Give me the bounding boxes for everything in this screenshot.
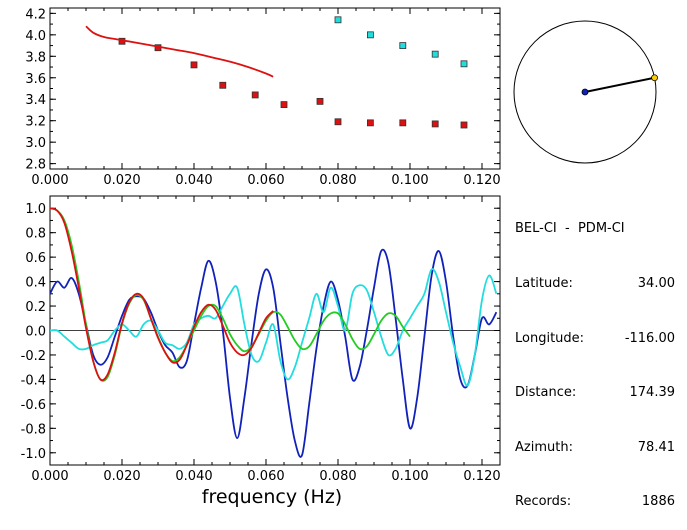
x-tick-label: 0.040: [175, 173, 212, 188]
y-tick-label: 0.2: [25, 300, 46, 315]
x-tick-label: 0.020: [103, 173, 140, 188]
series-line: [50, 207, 411, 382]
info-row-distance: Distance: 174.39: [515, 385, 675, 401]
data-point-square: [190, 61, 198, 69]
x-tick-label: 0.060: [247, 173, 284, 188]
y-tick-label: -0.6: [21, 398, 46, 413]
data-point-square: [334, 16, 342, 24]
figure: 0.000 0.020 0.040 0.060 0.080 0.100 0.120 2.8 3.…: [21, 7, 658, 508]
series-line: [50, 268, 498, 387]
data-point-square: [460, 121, 468, 129]
data-point-square: [316, 97, 324, 105]
y-tick-label: 4.2: [25, 7, 46, 22]
data-point-square: [431, 120, 439, 128]
info-row-latitude: Latitude: 34.00: [515, 276, 675, 292]
plot-frame: [49, 7, 501, 170]
azimuth-end-dot: [651, 74, 658, 82]
y-tick-label: 3.4: [25, 93, 46, 108]
info-row-longitude: Longitude: -116.00: [515, 330, 675, 346]
data-point-square: [366, 119, 374, 127]
y-tick-label: 3.0: [25, 136, 46, 151]
center-dot: [581, 88, 589, 96]
plot-content: [85, 16, 468, 129]
y-tick-label: 2.8: [25, 158, 46, 173]
data-point-square: [334, 118, 342, 126]
y-tick-label: 4.0: [25, 29, 46, 44]
data-point-square: [431, 50, 439, 58]
y-tick-label: -1.0: [21, 447, 46, 462]
x-tick-label: 0.060: [247, 469, 284, 484]
y-tick-label: -0.2: [21, 349, 46, 364]
series-line: [85, 25, 274, 78]
series-line: [50, 207, 274, 382]
info-row-azimuth: Azimuth: 78.41: [515, 439, 675, 455]
info-row-records: Records: 1886: [515, 494, 675, 510]
data-point-square: [399, 119, 407, 127]
azimuth-compass: [513, 20, 658, 164]
x-tick-label: 0.100: [391, 173, 428, 188]
x-tick-label: 0.120: [463, 469, 500, 484]
compass-circle: [513, 20, 657, 164]
x-tick-label: 0.000: [31, 173, 68, 188]
y-tick-label: 0.0: [25, 325, 46, 340]
data-point-square: [280, 101, 288, 108]
x-tick-label: 0.120: [463, 173, 500, 188]
station-info-panel: BEL-CI - PDM-CI Latitude: 34.00 Longitude…: [515, 184, 675, 530]
top-dispersion-plot: 0.000 0.020 0.040 0.060 0.080 0.100 0.120 2.8 3.…: [25, 7, 500, 188]
data-point-square: [399, 42, 407, 49]
y-tick-label: -0.8: [21, 422, 46, 437]
x-tick-label: 0.040: [175, 469, 212, 484]
plot-content: [50, 207, 498, 458]
bottom-correlation-plot: 0.000 0.020 0.040 0.060 0.080 0.100 0.120 1.0 0.…: [21, 195, 501, 484]
x-axis-title: frequency (Hz): [202, 486, 342, 508]
series-line: [50, 248, 498, 458]
y-tick-label: 3.8: [25, 50, 46, 65]
data-point-square: [251, 91, 259, 99]
x-tick-label: 0.000: [31, 469, 68, 484]
y-tick-label: 0.6: [25, 251, 46, 266]
x-tick-label: 0.100: [391, 469, 428, 484]
x-tick-label: 0.080: [319, 469, 356, 484]
data-point-square: [460, 60, 468, 68]
y-tick-label: 1.0: [25, 202, 46, 217]
y-tick-label: 0.4: [25, 276, 46, 291]
y-tick-label: 0.8: [25, 227, 46, 242]
station-pair: BEL-CI - PDM-CI: [515, 221, 625, 237]
x-tick-label: 0.020: [103, 469, 140, 484]
y-tick-label: 3.2: [25, 115, 46, 130]
data-point-square: [219, 81, 227, 89]
azimuth-line: [584, 76, 655, 93]
y-tick-label: 3.6: [25, 72, 46, 87]
y-tick-label: -0.4: [21, 373, 46, 388]
data-point-square: [366, 31, 374, 39]
x-tick-label: 0.080: [319, 173, 356, 188]
